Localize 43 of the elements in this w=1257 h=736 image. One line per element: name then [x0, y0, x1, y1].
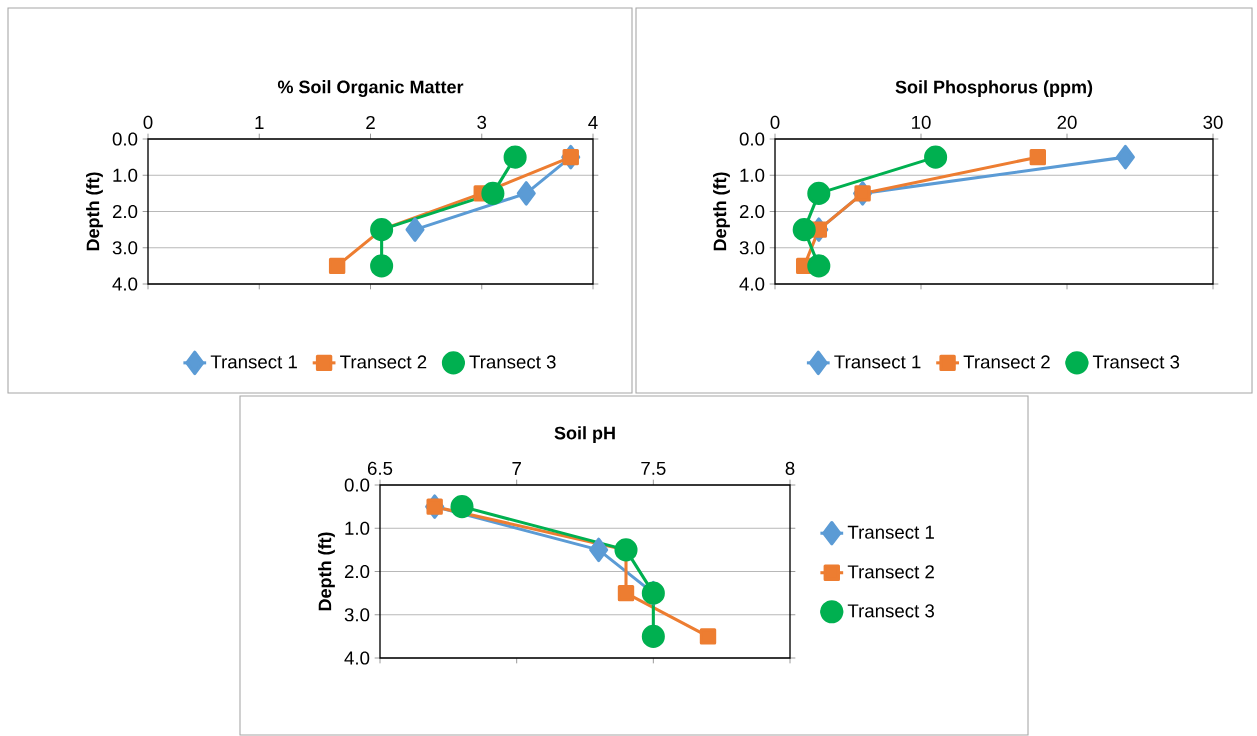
legend-label: Transect 1 — [210, 355, 297, 369]
legend-label: Transect 1 — [834, 355, 921, 369]
x-tick-label: 6.5 — [367, 461, 393, 475]
y-tick-label: 2.0 — [739, 204, 765, 219]
y-tick-label: 4.0 — [344, 651, 370, 665]
legend-label: Transect 3 — [847, 604, 935, 618]
legend-label: Transect 2 — [963, 355, 1050, 369]
x-tick-label: 3 — [477, 115, 487, 129]
chart-title: Soil Phosphorus (ppm) — [895, 80, 1093, 97]
x-tick-label: 30 — [1203, 115, 1223, 129]
y-tick-label: 0.0 — [112, 132, 138, 146]
legend-label: Transect 2 — [847, 565, 934, 579]
y-tick-label: 3.0 — [739, 241, 765, 255]
chart-title: % Soil Organic Matter — [277, 80, 464, 97]
y-tick-label: 2.0 — [344, 564, 370, 579]
y-tick-label: 4.0 — [739, 277, 765, 291]
y-tick-label: 3.0 — [112, 241, 138, 255]
y-tick-label: 0.0 — [739, 132, 765, 146]
y-axis-title: Depth (ft) — [318, 532, 335, 611]
x-tick-label: 4 — [588, 116, 598, 129]
legend-label: Transect 2 — [340, 355, 427, 369]
y-tick-label: 4.0 — [112, 277, 138, 291]
x-tick-label: 0 — [770, 115, 780, 129]
x-tick-label: 7 — [512, 462, 521, 475]
legend-label: Transect 3 — [1092, 355, 1180, 369]
y-tick-label: 1.0 — [113, 168, 138, 182]
y-tick-label: 1.0 — [345, 521, 370, 535]
x-tick-label: 7.5 — [641, 461, 666, 475]
y-axis-title: Depth (ft) — [713, 172, 730, 251]
x-tick-label: 2 — [366, 115, 375, 129]
y-axis-title: Depth (ft) — [86, 172, 103, 251]
y-tick-label: 0.0 — [344, 478, 370, 492]
x-tick-label: 10 — [912, 115, 931, 129]
x-tick-label: 0 — [143, 115, 153, 129]
legend-label: Transect 3 — [469, 355, 556, 369]
y-tick-label: 1.0 — [740, 168, 765, 182]
x-tick-label: 1 — [255, 116, 264, 129]
y-tick-label: 3.0 — [344, 608, 370, 622]
y-tick-label: 2.0 — [112, 204, 138, 219]
x-tick-label: 20 — [1057, 115, 1077, 129]
chart-title: Soil pH — [554, 426, 615, 443]
x-tick-label: 8 — [785, 461, 795, 475]
legend-label: Transect 1 — [847, 525, 934, 539]
